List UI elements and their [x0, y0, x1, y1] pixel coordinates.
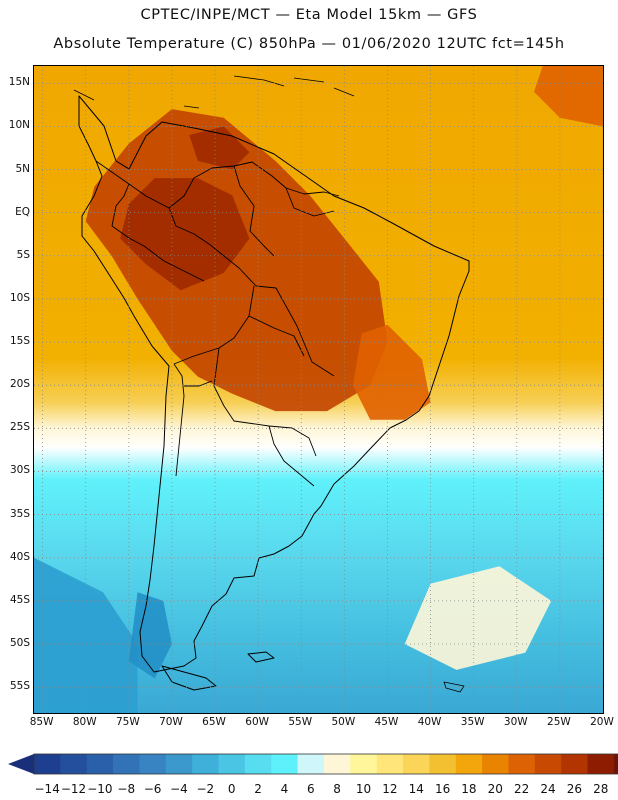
- lon-tick-label: 50W: [331, 716, 356, 728]
- colorbar-tick-label: 26: [566, 782, 583, 796]
- temperature-map: [34, 66, 603, 713]
- lat-tick-label: 15N: [8, 76, 30, 89]
- colorbar-swatch: [508, 754, 536, 774]
- colorbar-swatch: [60, 754, 88, 774]
- colorbar-outline: [33, 753, 618, 775]
- colorbar-tick-label: −8: [117, 782, 136, 796]
- cold-patagonia-region: [128, 592, 172, 679]
- map-subtitle: Absolute Temperature (C) 850hPa — 01/06/…: [53, 36, 565, 52]
- falkland-islands: [247, 651, 275, 663]
- colorbar-swatch: [218, 754, 246, 774]
- lon-tick-label: 45W: [374, 716, 399, 728]
- colorbar-swatch: [587, 754, 615, 774]
- colorbar-tick-label: 22: [514, 782, 530, 796]
- colorbar-tick-label: 2: [254, 782, 262, 796]
- lat-tick-label: 5S: [16, 248, 30, 261]
- colorbar-swatch: [429, 754, 457, 774]
- south-america-coastline: [78, 95, 470, 673]
- lat-tick-label: 40S: [9, 550, 30, 563]
- lon-tick-label: 80W: [72, 716, 97, 728]
- colorbar-tick-label: 6: [306, 782, 315, 796]
- map-frame: [33, 65, 604, 714]
- colorbar-tick-label: 14: [408, 782, 424, 796]
- lat-tick-label: 35S: [9, 507, 30, 520]
- lat-tick-label: 5N: [15, 162, 30, 175]
- colorbar-swatch: [86, 754, 114, 774]
- colorbar-tick-label: 28: [593, 782, 609, 796]
- lat-tick-label: 45S: [9, 593, 30, 606]
- lat-tick-label: 10S: [9, 291, 30, 304]
- lon-tick-label: 35W: [460, 716, 485, 728]
- colorbar-tick-label: 0: [227, 782, 236, 796]
- colorbar-tick-label: 18: [461, 782, 477, 796]
- colorbar-tick-label: −4: [170, 782, 188, 796]
- caribbean-islands: [73, 75, 355, 109]
- colorbar-swatch: [534, 754, 562, 774]
- colorbar-tick-label: 24: [540, 782, 556, 796]
- lat-tick-label: 15S: [9, 335, 30, 348]
- colorbar-swatch: [165, 754, 193, 774]
- colorbar-swatch: [613, 754, 618, 774]
- lon-tick-label: 25W: [547, 716, 571, 728]
- lon-tick-label: 30W: [503, 716, 528, 728]
- cold-pacific-south-region: [34, 557, 138, 713]
- colorbar-tick-label: −6: [143, 782, 162, 796]
- cool-atlantic-region: [404, 566, 552, 670]
- lat-tick-label: 25S: [9, 421, 30, 434]
- lon-tick-label: 65W: [202, 716, 226, 728]
- colorbar-tick-label: 10: [355, 782, 372, 796]
- colorbar-swatch: [297, 754, 325, 774]
- colorbar-swatch: [271, 754, 298, 774]
- lat-tick-label: 50S: [9, 636, 30, 649]
- colorbar-swatch: [139, 754, 167, 774]
- lon-tick-label: 40W: [417, 716, 442, 728]
- colorbar-swatch: [113, 754, 140, 774]
- colorbar-swatch: [561, 754, 588, 774]
- colorbar-tick-label: 20: [487, 782, 503, 796]
- warm-caribbean-region: [534, 66, 603, 127]
- hot-core-amazon-region: [120, 178, 250, 291]
- colorbar-tick-label: 16: [434, 782, 451, 796]
- lon-tick-label: 85W: [29, 716, 54, 728]
- colorbar-swatch: [350, 754, 378, 774]
- colorbar-swatch: [244, 754, 272, 774]
- temperature-fields: [34, 66, 603, 713]
- colorbar-tick-label: −14: [34, 782, 60, 796]
- tierra-del-fuego: [161, 665, 217, 691]
- colorbar-tick-label: 12: [382, 782, 398, 796]
- colorbar-swatch: [34, 754, 61, 774]
- warm-brazil-east-region: [353, 324, 431, 420]
- south-georgia: [443, 681, 465, 693]
- colorbar: [8, 753, 618, 775]
- lon-tick-label: 55W: [288, 716, 313, 728]
- colorbar-swatch: [376, 754, 404, 774]
- lat-tick-label: 10N: [8, 119, 30, 132]
- colorbar-tick-label: −12: [60, 782, 87, 796]
- colorbar-swatch: [482, 754, 509, 774]
- colorbar-tick-label: −2: [196, 782, 215, 796]
- lat-tick-label: 20S: [9, 378, 30, 391]
- colorbar-under-arrow: [8, 754, 34, 774]
- colorbar-swatch: [455, 754, 483, 774]
- colorbar-swatch: [192, 754, 219, 774]
- map-title: CPTEC/INPE/MCT — Eta Model 15km — GFS: [140, 7, 478, 23]
- lon-tick-label: 70W: [159, 716, 183, 728]
- lon-tick-label: 75W: [115, 716, 140, 728]
- colorbar-tick-label: 8: [333, 782, 341, 796]
- colorbar-swatch: [403, 754, 430, 774]
- lon-tick-label: 20W: [590, 716, 614, 728]
- lat-tick-label: EQ: [15, 205, 30, 218]
- lat-tick-label: 55S: [9, 680, 30, 693]
- graticule: [34, 66, 603, 713]
- lon-tick-label: 60W: [245, 716, 270, 728]
- lat-tick-label: 30S: [9, 464, 30, 477]
- colorbar-swatch: [323, 754, 351, 774]
- colorbar-tick-label: −10: [87, 782, 113, 796]
- colorbar-tick-label: 4: [280, 782, 289, 796]
